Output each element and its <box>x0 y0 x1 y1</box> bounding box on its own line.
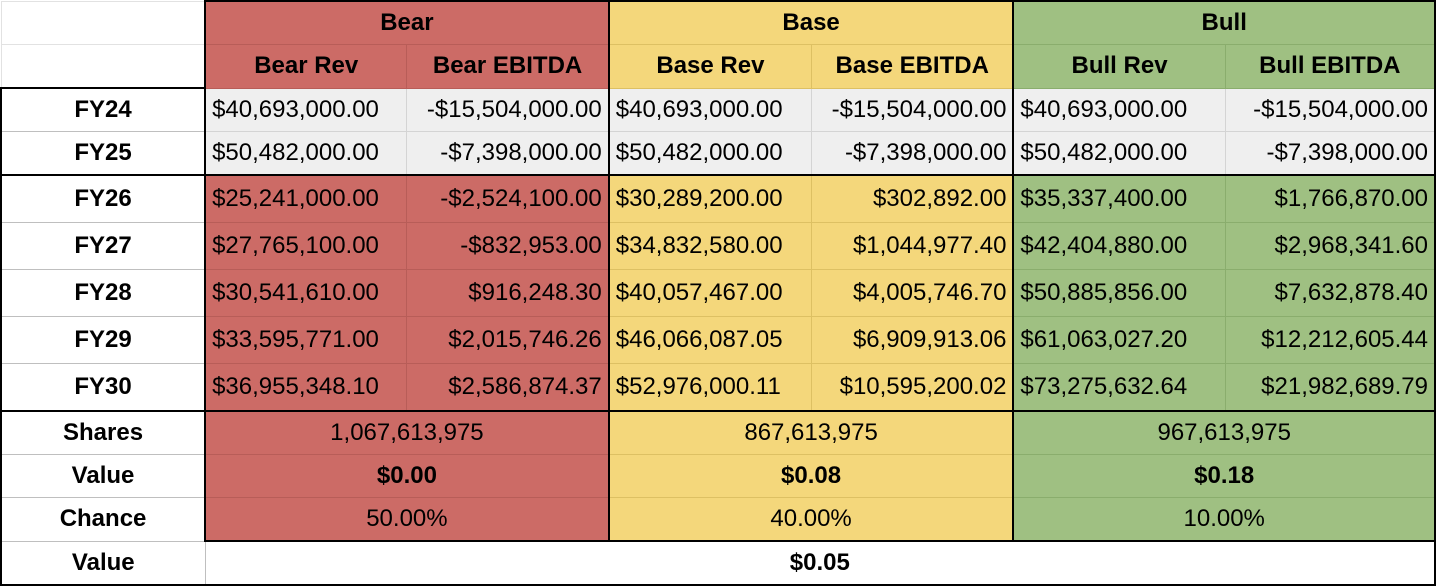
value-label[interactable]: Value <box>0 454 206 498</box>
bear-ebitda-header[interactable]: Bear EBITDA <box>406 44 610 89</box>
bull-ebitda-cell[interactable]: $21,982,689.79 <box>1224 363 1436 412</box>
corner-cell[interactable] <box>0 0 206 45</box>
bull-rev-cell[interactable]: $35,337,400.00 <box>1012 174 1226 223</box>
bear-ebitda-cell[interactable]: $916,248.30 <box>406 269 610 317</box>
base-rev-cell[interactable]: $34,832,580.00 <box>607 222 813 270</box>
bear-value-cell[interactable]: $0.00 <box>204 454 610 498</box>
base-rev-cell[interactable]: $30,289,200.00 <box>607 174 813 223</box>
bull-shares-cell[interactable]: 967,613,975 <box>1012 410 1436 455</box>
bull-rev-cell[interactable]: $61,063,027.20 <box>1012 316 1226 364</box>
bull-rev-cell[interactable]: $73,275,632.64 <box>1012 363 1226 412</box>
bear-ebitda-cell[interactable]: -$15,504,000.00 <box>406 87 610 132</box>
weighted-value-cell[interactable]: $0.05 <box>204 540 1436 586</box>
bull-rev-cell[interactable]: $42,404,880.00 <box>1012 222 1226 270</box>
bull-chance-cell[interactable]: 10.00% <box>1012 497 1436 542</box>
base-ebitda-cell[interactable]: -$15,504,000.00 <box>811 87 1014 132</box>
base-rev-cell[interactable]: $40,057,467.00 <box>607 269 813 317</box>
bear-ebitda-cell[interactable]: -$7,398,000.00 <box>406 131 610 176</box>
bear-rev-header[interactable]: Bear Rev <box>204 44 408 89</box>
year-row-fy24: FY24 $40,693,000.00 -$15,504,000.00 $40,693… <box>0 87 1436 132</box>
year-label[interactable]: FY25 <box>0 131 206 176</box>
bear-rev-cell[interactable]: $50,482,000.00 <box>204 131 408 176</box>
base-shares-cell[interactable]: 867,613,975 <box>607 410 1015 455</box>
bear-ebitda-cell[interactable]: $2,015,746.26 <box>406 316 610 364</box>
bull-ebitda-cell[interactable]: -$15,504,000.00 <box>1224 87 1436 132</box>
bull-ebitda-cell[interactable]: -$7,398,000.00 <box>1224 131 1436 176</box>
chance-row: Chance 50.00% 40.00% 10.00% <box>0 497 1436 542</box>
bull-ebitda-cell[interactable]: $2,968,341.60 <box>1224 222 1436 270</box>
bear-ebitda-cell[interactable]: -$2,524,100.00 <box>406 174 610 223</box>
base-rev-cell[interactable]: $46,066,087.05 <box>607 316 813 364</box>
bull-value-cell[interactable]: $0.18 <box>1012 454 1436 498</box>
bear-rev-cell[interactable]: $25,241,000.00 <box>204 174 408 223</box>
corner-cell[interactable] <box>0 44 206 89</box>
bear-rev-cell[interactable]: $33,595,771.00 <box>204 316 408 364</box>
bear-rev-cell[interactable]: $40,693,000.00 <box>204 87 408 132</box>
year-label[interactable]: FY24 <box>0 87 206 132</box>
bear-ebitda-cell[interactable]: $2,586,874.37 <box>406 363 610 412</box>
year-row-fy26: FY26 $25,241,000.00 -$2,524,100.00 $30,289,… <box>0 174 1436 223</box>
bull-rev-cell[interactable]: $50,885,856.00 <box>1012 269 1226 317</box>
base-rev-cell[interactable]: $52,976,000.11 <box>607 363 813 412</box>
bull-ebitda-header[interactable]: Bull EBITDA <box>1224 44 1436 89</box>
base-value-cell[interactable]: $0.08 <box>607 454 1015 498</box>
bull-rev-header[interactable]: Bull Rev <box>1012 44 1226 89</box>
bull-ebitda-cell[interactable]: $1,766,870.00 <box>1224 174 1436 223</box>
year-row-fy30: FY30 $36,955,348.10 $2,586,874.37 $52,976,0… <box>0 363 1436 412</box>
scenario-header-row: Bear Base Bull <box>0 0 1436 45</box>
base-ebitda-cell[interactable]: $6,909,913.06 <box>811 316 1014 364</box>
base-ebitda-header[interactable]: Base EBITDA <box>811 44 1015 89</box>
chance-label[interactable]: Chance <box>0 497 206 542</box>
base-ebitda-cell[interactable]: $4,005,746.70 <box>811 269 1014 317</box>
shares-row: Shares 1,067,613,975 867,613,975 967,613,97… <box>0 410 1436 455</box>
base-ebitda-cell[interactable]: -$7,398,000.00 <box>811 131 1014 176</box>
bull-ebitda-cell[interactable]: $12,212,605.44 <box>1224 316 1436 364</box>
scenario-title-base[interactable]: Base <box>607 0 1015 45</box>
scenario-title-bull[interactable]: Bull <box>1012 0 1436 45</box>
base-ebitda-cell[interactable]: $302,892.00 <box>811 174 1014 223</box>
bear-shares-cell[interactable]: 1,067,613,975 <box>204 410 610 455</box>
bull-rev-cell[interactable]: $40,693,000.00 <box>1012 87 1226 132</box>
column-header-row: Bear Rev Bear EBITDA Base Rev Base EBITDA Bu… <box>0 44 1436 89</box>
base-ebitda-cell[interactable]: $10,595,200.02 <box>811 363 1014 412</box>
weighted-value-label[interactable]: Value <box>0 540 206 586</box>
bear-rev-cell[interactable]: $27,765,100.00 <box>204 222 408 270</box>
weighted-value-row: Value $0.05 <box>0 540 1436 586</box>
base-ebitda-cell[interactable]: $1,044,977.40 <box>811 222 1014 270</box>
value-row: Value $0.00 $0.08 $0.18 <box>0 454 1436 498</box>
bull-ebitda-cell[interactable]: $7,632,878.40 <box>1224 269 1436 317</box>
shares-label[interactable]: Shares <box>0 410 206 455</box>
bull-rev-cell[interactable]: $50,482,000.00 <box>1012 131 1226 176</box>
year-label[interactable]: FY28 <box>0 269 206 317</box>
base-rev-cell[interactable]: $50,482,000.00 <box>607 131 813 176</box>
base-rev-header[interactable]: Base Rev <box>607 44 813 89</box>
year-row-fy29: FY29 $33,595,771.00 $2,015,746.26 $46,066,0… <box>0 316 1436 364</box>
bear-rev-cell[interactable]: $36,955,348.10 <box>204 363 408 412</box>
year-row-fy27: FY27 $27,765,100.00 -$832,953.00 $34,832,58… <box>0 222 1436 270</box>
scenario-title-bear[interactable]: Bear <box>204 0 610 45</box>
year-label[interactable]: FY26 <box>0 174 206 223</box>
bear-chance-cell[interactable]: 50.00% <box>204 497 610 542</box>
base-chance-cell[interactable]: 40.00% <box>607 497 1015 542</box>
year-label[interactable]: FY29 <box>0 316 206 364</box>
year-row-fy25: FY25 $50,482,000.00 -$7,398,000.00 $50,482,… <box>0 131 1436 176</box>
bear-rev-cell[interactable]: $30,541,610.00 <box>204 269 408 317</box>
year-label[interactable]: FY27 <box>0 222 206 270</box>
year-label[interactable]: FY30 <box>0 363 206 412</box>
year-row-fy28: FY28 $30,541,610.00 $916,248.30 $40,057,467… <box>0 269 1436 317</box>
base-rev-cell[interactable]: $40,693,000.00 <box>607 87 813 132</box>
bear-ebitda-cell[interactable]: -$832,953.00 <box>406 222 610 270</box>
